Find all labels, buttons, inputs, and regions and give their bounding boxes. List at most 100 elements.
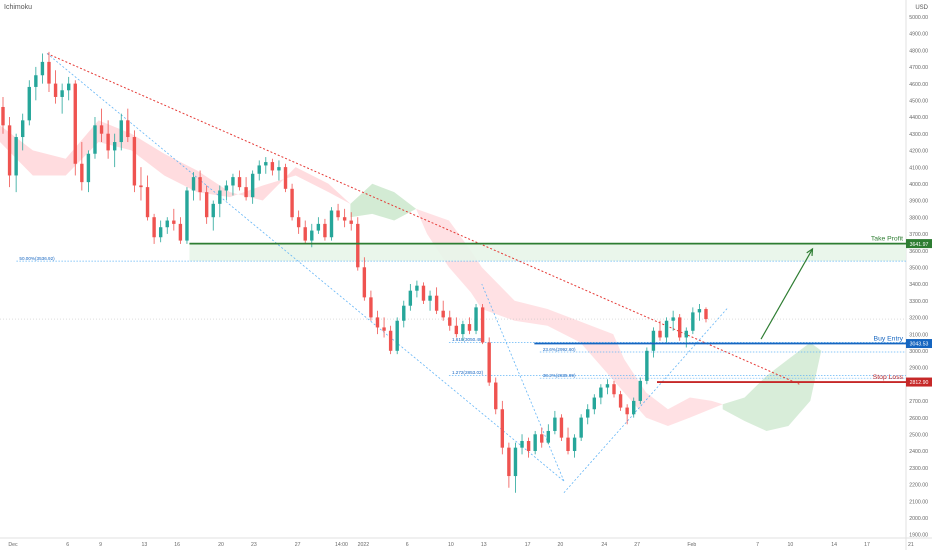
price-tick-label: 4600.00	[909, 82, 928, 88]
candle	[474, 304, 478, 335]
time-tick-label: 10	[448, 542, 454, 548]
price-tick-label: 3500.00	[909, 266, 928, 272]
candle	[204, 185, 209, 224]
cloud-red-area	[416, 208, 723, 426]
candle	[461, 320, 465, 341]
fib-levels: 50.00%(3536.92) 1.618(3050.48) 23.6%(2992.…	[16, 256, 906, 379]
candle	[73, 80, 77, 176]
time-tick-label: 24	[601, 542, 607, 548]
time-tick-label: 9	[99, 542, 102, 548]
ichimoku-cloud	[0, 120, 822, 431]
level-price-tag	[906, 377, 932, 387]
candle-body	[198, 177, 202, 193]
candle	[237, 170, 242, 191]
candle-body	[526, 440, 531, 451]
candle	[336, 203, 340, 221]
candle-body	[329, 210, 334, 238]
candle	[316, 217, 321, 234]
candle-body	[559, 417, 564, 438]
candle	[513, 442, 518, 493]
candle	[27, 80, 31, 126]
candle	[290, 183, 294, 221]
candle-body	[7, 125, 12, 176]
candle	[375, 310, 380, 335]
candle-body	[651, 330, 656, 351]
price-tick-label: 4000.00	[909, 182, 928, 188]
candle-body	[454, 325, 459, 335]
candle-body	[86, 153, 91, 183]
candle	[645, 347, 649, 385]
candle	[395, 317, 399, 355]
currency-label: USD	[915, 5, 928, 11]
candle-body	[612, 384, 616, 395]
candle-body	[257, 165, 261, 174]
candle-body	[47, 61, 51, 84]
candle	[388, 325, 393, 355]
candle	[632, 397, 636, 418]
price-tick-label: 2300.00	[909, 466, 928, 472]
candle-body	[106, 133, 110, 151]
candle	[191, 172, 196, 201]
candle	[80, 142, 84, 191]
candle-body	[67, 83, 71, 91]
candles	[1, 51, 708, 493]
time-tick-label: 23	[251, 542, 257, 548]
candle-body	[494, 382, 498, 410]
price-tick-label: 3800.00	[909, 215, 928, 221]
candle	[487, 337, 491, 386]
candle-body	[448, 317, 452, 326]
candle	[454, 317, 459, 338]
price-tick-label: 4500.00	[909, 99, 928, 105]
price-tick-label: 3200.00	[909, 316, 928, 322]
candle-body	[1, 106, 5, 126]
candle-body	[277, 167, 281, 171]
fib-label: 1.618(3050.48)	[452, 337, 484, 342]
price-tick-label: 2000.00	[909, 516, 928, 522]
cloud-red-area	[0, 120, 351, 204]
candle-body	[191, 177, 196, 191]
candle-body	[566, 437, 570, 451]
level-price-text: 2812.90	[910, 380, 929, 386]
candle	[119, 113, 123, 151]
candle-body	[60, 90, 64, 97]
candle-body	[283, 167, 288, 189]
level-price-text: 3043.53	[910, 342, 929, 348]
price-tick-label: 3900.00	[909, 199, 928, 205]
level-price-tag	[906, 239, 932, 249]
candle	[402, 300, 406, 328]
candle-body	[237, 177, 242, 188]
time-tick-label: 13	[481, 542, 487, 548]
candle-body	[599, 387, 603, 398]
fib-label: 38.2%(2835.99)	[543, 373, 576, 378]
candle	[277, 160, 281, 181]
candle	[40, 53, 45, 84]
candle	[612, 380, 616, 398]
price-tick-label: 4300.00	[909, 132, 928, 138]
candle-body	[244, 187, 248, 198]
candle-body	[158, 227, 163, 238]
time-tick-label: 27	[295, 542, 301, 548]
candle	[546, 424, 551, 445]
level-buy-entry: Buy Entry 3043.53	[534, 336, 932, 349]
candle-body	[336, 210, 340, 218]
candle-body	[342, 217, 347, 221]
candle	[178, 217, 183, 244]
candle-body	[80, 163, 84, 183]
candle	[244, 177, 248, 201]
candle	[434, 287, 439, 315]
candle-body	[553, 417, 557, 431]
time-tick-label: 16	[174, 542, 180, 548]
candle-body	[27, 86, 31, 121]
fib-connector-line	[481, 283, 565, 482]
candle-body	[73, 83, 77, 164]
candle-body	[99, 125, 104, 134]
candle	[362, 257, 367, 301]
candle-body	[93, 125, 97, 154]
level-price-tag	[906, 339, 932, 349]
time-tick-label: 14	[831, 542, 837, 548]
candle	[323, 218, 327, 241]
take-profit-zone	[189, 243, 906, 262]
price-tick-label: 2100.00	[909, 499, 928, 505]
